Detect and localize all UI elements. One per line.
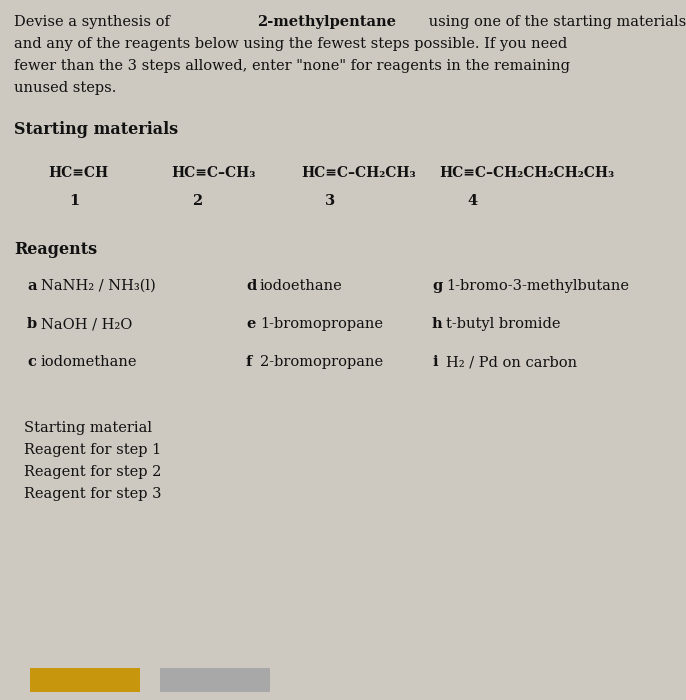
Text: Reagents: Reagents — [14, 241, 97, 258]
Text: 3: 3 — [325, 194, 335, 208]
Text: 1: 1 — [69, 194, 80, 208]
Text: Reagent for step 1: Reagent for step 1 — [24, 443, 161, 457]
Text: f: f — [246, 355, 252, 369]
Text: i: i — [432, 355, 438, 369]
Text: g: g — [432, 279, 442, 293]
Text: Reagent for step 2: Reagent for step 2 — [24, 465, 161, 479]
Text: NaOH / H₂O: NaOH / H₂O — [41, 317, 132, 331]
Text: e: e — [246, 317, 255, 331]
Text: c: c — [27, 355, 36, 369]
Text: HC≡C–CH₃: HC≡C–CH₃ — [171, 166, 255, 180]
Text: NaNH₂ / NH₃(l): NaNH₂ / NH₃(l) — [41, 279, 156, 293]
Text: 1-bromopropane: 1-bromopropane — [260, 317, 383, 331]
Text: 2-methylpentane: 2-methylpentane — [257, 15, 396, 29]
Text: iodomethane: iodomethane — [41, 355, 137, 369]
Text: unused steps.: unused steps. — [14, 81, 117, 95]
Text: HC≡C–CH₂CH₃: HC≡C–CH₂CH₃ — [301, 166, 416, 180]
Text: fewer than the 3 steps allowed, enter "none" for reagents in the remaining: fewer than the 3 steps allowed, enter "n… — [14, 59, 570, 73]
Text: 2-bromopropane: 2-bromopropane — [260, 355, 383, 369]
Text: 2: 2 — [192, 194, 202, 208]
Text: b: b — [27, 317, 37, 331]
Text: 4: 4 — [467, 194, 477, 208]
Text: using one of the starting materials: using one of the starting materials — [424, 15, 686, 29]
Text: a: a — [27, 279, 36, 293]
Bar — [30, 668, 140, 692]
Text: HC≡C–CH₂CH₂CH₂CH₃: HC≡C–CH₂CH₂CH₂CH₃ — [439, 166, 614, 180]
Text: Starting materials: Starting materials — [14, 121, 178, 138]
Bar — [160, 668, 270, 692]
Text: and any of the reagents below using the fewest steps possible. If you need: and any of the reagents below using the … — [14, 37, 567, 51]
Text: Reagent for step 3: Reagent for step 3 — [24, 487, 161, 501]
Text: H₂ / Pd on carbon: H₂ / Pd on carbon — [446, 355, 577, 369]
Text: Starting material: Starting material — [24, 421, 152, 435]
Text: 1-bromo-3-methylbutane: 1-bromo-3-methylbutane — [446, 279, 629, 293]
Text: h: h — [432, 317, 442, 331]
Text: t-butyl bromide: t-butyl bromide — [446, 317, 560, 331]
Text: d: d — [246, 279, 257, 293]
Text: Devise a synthesis of: Devise a synthesis of — [14, 15, 174, 29]
Text: iodoethane: iodoethane — [260, 279, 343, 293]
Text: HC≡CH: HC≡CH — [48, 166, 108, 180]
